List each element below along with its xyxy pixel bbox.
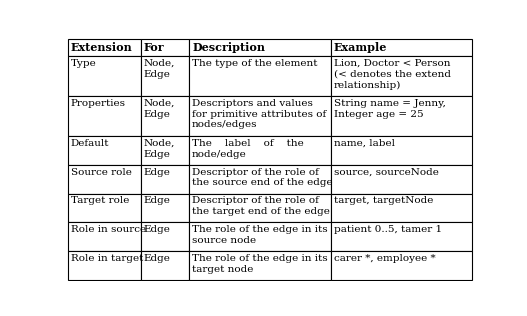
Bar (141, 165, 189, 194)
Text: Example: Example (334, 42, 387, 53)
Bar (68, 39, 141, 56)
Bar (68, 222, 141, 251)
Bar (189, 222, 331, 251)
Text: Descriptor of the role of
the source end of the edge: Descriptor of the role of the source end… (192, 168, 333, 187)
Text: Role in source: Role in source (71, 225, 146, 234)
Bar (68, 136, 141, 165)
Text: For: For (143, 42, 164, 53)
Bar (331, 222, 472, 251)
Text: Edge: Edge (143, 225, 170, 234)
Text: Type: Type (71, 59, 96, 68)
Bar (141, 96, 189, 136)
Text: Role in target: Role in target (71, 254, 143, 263)
Text: The role of the edge in its
target node: The role of the edge in its target node (192, 254, 328, 274)
Text: Extension: Extension (71, 42, 132, 53)
Text: name, label: name, label (334, 139, 395, 148)
Bar (141, 136, 189, 165)
Text: target, targetNode: target, targetNode (334, 197, 433, 205)
Text: Descriptors and values
for primitive attributes of
nodes/edges: Descriptors and values for primitive att… (192, 99, 326, 129)
Text: Description: Description (192, 42, 265, 53)
Text: The    label    of    the
node/edge: The label of the node/edge (192, 139, 304, 159)
Text: Node,
Edge: Node, Edge (143, 99, 175, 118)
Bar (331, 194, 472, 222)
Text: Edge: Edge (143, 254, 170, 263)
Text: String name = Jenny,
Integer age = 25: String name = Jenny, Integer age = 25 (334, 99, 445, 118)
Text: The role of the edge in its
source node: The role of the edge in its source node (192, 225, 328, 245)
Text: Source role: Source role (71, 168, 132, 177)
Text: source, sourceNode: source, sourceNode (334, 168, 438, 177)
Text: Edge: Edge (143, 168, 170, 177)
Bar (141, 39, 189, 56)
Bar (68, 194, 141, 222)
Bar (68, 56, 141, 96)
Bar (331, 251, 472, 280)
Text: Node,
Edge: Node, Edge (143, 139, 175, 159)
Bar (189, 194, 331, 222)
Text: The type of the element: The type of the element (192, 59, 318, 68)
Bar (331, 136, 472, 165)
Bar (189, 136, 331, 165)
Bar (189, 56, 331, 96)
Bar (141, 222, 189, 251)
Bar (189, 251, 331, 280)
Bar (68, 165, 141, 194)
Bar (141, 56, 189, 96)
Bar (141, 194, 189, 222)
Bar (331, 39, 472, 56)
Bar (331, 56, 472, 96)
Text: Descriptor of the role of
the target end of the edge: Descriptor of the role of the target end… (192, 197, 330, 216)
Text: Target role: Target role (71, 197, 129, 205)
Bar (189, 165, 331, 194)
Bar (331, 165, 472, 194)
Bar (141, 251, 189, 280)
Bar (68, 251, 141, 280)
Bar (189, 96, 331, 136)
Text: Default: Default (71, 139, 109, 148)
Bar (189, 39, 331, 56)
Text: patient 0..5, tamer 1: patient 0..5, tamer 1 (334, 225, 442, 234)
Bar (68, 96, 141, 136)
Text: Properties: Properties (71, 99, 126, 108)
Text: Lion, Doctor < Person
(< denotes the extend
relationship): Lion, Doctor < Person (< denotes the ext… (334, 59, 451, 89)
Text: Edge: Edge (143, 197, 170, 205)
Bar (331, 96, 472, 136)
Text: Node,
Edge: Node, Edge (143, 59, 175, 79)
Text: carer *, employee *: carer *, employee * (334, 254, 435, 263)
